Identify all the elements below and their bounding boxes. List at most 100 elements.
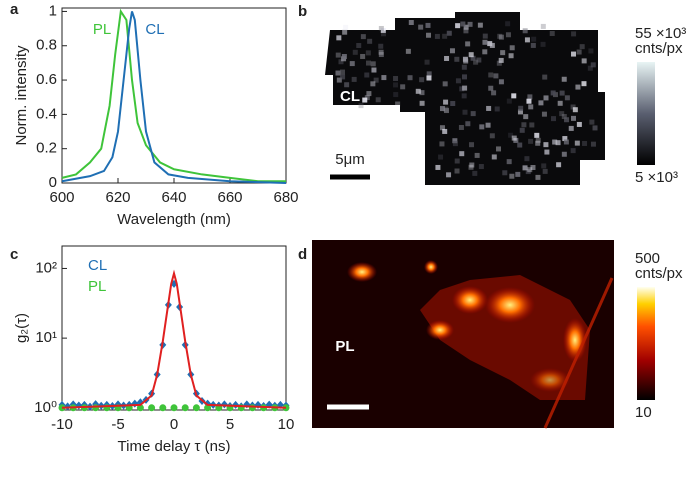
image-pixel: [486, 105, 492, 111]
x-tick-label: 600: [49, 189, 74, 206]
y-axis-label: g₂(τ): [13, 313, 30, 343]
marker: [248, 404, 256, 412]
legend-label: PL: [88, 278, 106, 295]
image-pixel: [488, 85, 494, 91]
image-pixel: [523, 114, 529, 120]
image-pixel: [473, 59, 479, 65]
image-pixel: [525, 169, 531, 175]
image-pixel: [449, 48, 455, 54]
image-pixel: [493, 73, 499, 79]
image-pixel: [378, 49, 384, 55]
image-pixel: [343, 24, 349, 30]
image-pixel: [342, 29, 348, 35]
image-pixel: [561, 151, 567, 157]
image-pixel: [419, 77, 425, 83]
pl-image: [312, 240, 614, 429]
image-pixel: [489, 133, 495, 139]
image-pixel: [371, 67, 377, 73]
image-pixel: [360, 53, 366, 59]
panel-label: d: [298, 246, 307, 263]
image-pixel: [528, 138, 534, 144]
image-pixel: [446, 30, 452, 36]
image-pixel: [540, 41, 546, 47]
image-pixel: [527, 167, 533, 173]
image-pixel: [419, 90, 425, 96]
image-pixel: [581, 81, 587, 87]
image-pixel: [517, 142, 523, 148]
image-pixel: [590, 141, 596, 147]
image-pixel: [538, 100, 544, 106]
image-pixel: [340, 69, 346, 75]
image-pixel: [463, 58, 469, 64]
image-pixel: [544, 149, 550, 155]
image-pixel: [561, 76, 567, 82]
image-pixel: [338, 59, 344, 65]
image-pixel: [408, 20, 414, 26]
image-pixel: [590, 62, 596, 68]
image-pixel: [476, 57, 482, 63]
image-pixel: [364, 72, 370, 78]
image-pixel: [526, 98, 532, 104]
y-tick-label: 10⁰: [34, 399, 57, 416]
image-pixel: [491, 90, 497, 96]
image-pixel: [519, 127, 525, 133]
image-pixel: [446, 172, 452, 178]
image-label: PL: [335, 338, 354, 355]
image-pixel: [336, 35, 342, 41]
image-pixel: [575, 84, 581, 90]
image-pixel: [468, 164, 474, 170]
image-pixel: [470, 111, 476, 117]
image-pixel: [530, 165, 536, 171]
image-pixel: [571, 31, 577, 37]
marker: [159, 404, 167, 412]
image-pixel: [444, 55, 450, 61]
image-pixel: [461, 93, 467, 99]
colorbar: [637, 62, 655, 165]
colorbar-tick-label: 55 ×10³: [635, 25, 686, 42]
image-pixel: [570, 104, 576, 110]
legend-label: CL: [145, 21, 164, 38]
image-pixel: [393, 92, 399, 98]
image-pixel: [592, 125, 598, 131]
image-pixel: [462, 85, 468, 91]
y-tick-label: 1: [49, 2, 57, 19]
image-pixel: [415, 88, 421, 94]
image-pixel: [543, 142, 549, 148]
image-label: CL: [340, 88, 360, 105]
image-pixel: [564, 117, 570, 123]
colorbar-tick-label: 500: [635, 250, 660, 267]
image-pixel: [522, 28, 528, 34]
image-pixel: [365, 50, 371, 56]
image-pixel: [524, 37, 530, 43]
x-tick-label: -10: [51, 416, 73, 433]
image-pixel: [491, 154, 497, 160]
x-tick-label: 5: [226, 416, 234, 433]
image-pixel: [469, 162, 475, 168]
y-tick-label: 10²: [35, 259, 57, 276]
image-pixel: [450, 101, 456, 107]
image-pixel: [424, 59, 430, 65]
image-pixel: [517, 109, 523, 115]
y-tick-label: 0.6: [36, 71, 57, 88]
image-pixel: [498, 57, 504, 63]
image-pixel: [341, 54, 347, 60]
image-pixel: [540, 23, 546, 29]
image-pixel: [551, 116, 557, 122]
image-pixel: [370, 81, 376, 87]
image-pixel: [500, 50, 506, 56]
image-pixel: [488, 72, 494, 78]
image-pixel: [393, 82, 399, 88]
image-pixel: [508, 132, 514, 138]
image-pixel: [380, 28, 386, 34]
image-pixel: [356, 43, 362, 49]
x-tick-label: 0: [170, 416, 178, 433]
image-pixel: [400, 84, 406, 90]
image-pixel: [557, 100, 563, 106]
image-pixel: [529, 122, 535, 128]
image-pixel: [366, 91, 372, 97]
image-pixel: [439, 141, 445, 147]
panel-label: a: [10, 1, 19, 18]
image-pixel: [505, 21, 511, 27]
image-pixel: [419, 100, 425, 106]
image-pixel: [582, 140, 588, 146]
